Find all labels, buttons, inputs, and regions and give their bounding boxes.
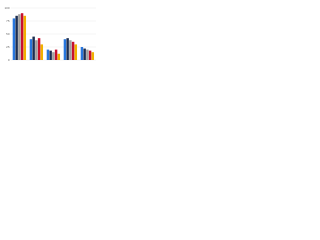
- bar: [74, 44, 78, 60]
- bar: [15, 15, 18, 61]
- y-tick-label: 0: [8, 58, 10, 62]
- bar: [91, 52, 95, 60]
- bar: [63, 39, 67, 60]
- chart: 0 25 50 75 100: [4, 6, 96, 62]
- bar: [29, 39, 33, 60]
- bar: [35, 40, 38, 60]
- y-tick-label: 100: [4, 6, 9, 10]
- y-tick-label: 25: [6, 45, 10, 49]
- bar: [20, 13, 24, 60]
- bar: [52, 52, 55, 60]
- bar: [46, 49, 50, 60]
- y-tick-label: 75: [6, 19, 10, 23]
- bar: [69, 40, 72, 60]
- bar: [40, 44, 44, 60]
- bar: [37, 38, 41, 60]
- bar: [18, 14, 21, 61]
- y-tick-label: 50: [6, 32, 10, 36]
- bar: [80, 47, 84, 60]
- bar: [57, 53, 61, 60]
- bar: [66, 38, 69, 60]
- bar: [49, 50, 52, 60]
- bar: [71, 41, 75, 60]
- bar: [32, 36, 35, 60]
- bar: [54, 49, 58, 60]
- bar: [12, 18, 16, 60]
- bar: [86, 49, 89, 60]
- bar: [83, 48, 86, 60]
- bar: [88, 50, 92, 60]
- bar: [23, 15, 27, 61]
